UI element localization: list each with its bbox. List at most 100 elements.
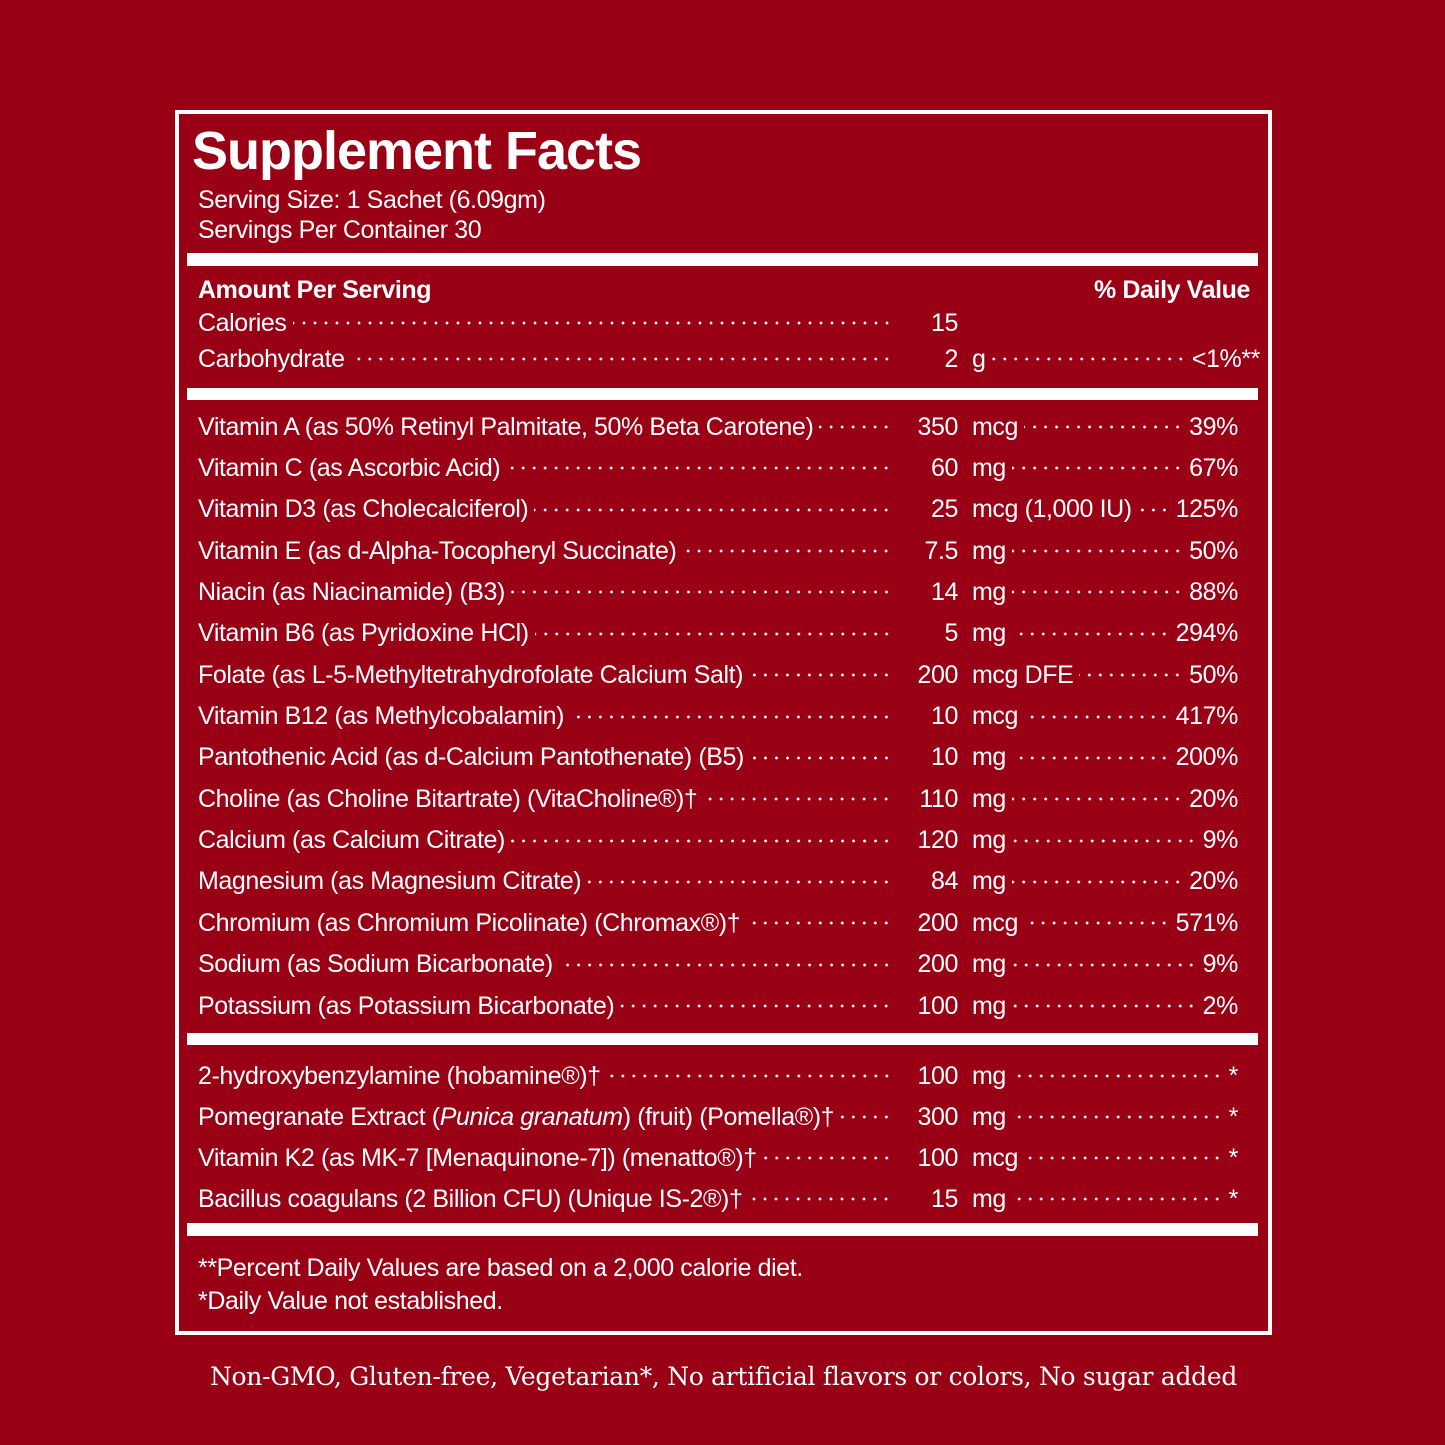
unit: mcg DFE — [972, 660, 1074, 689]
name-cell: Vitamin B6 (as Pyridoxine HCl) — [198, 619, 898, 648]
nutrient-name: Bacillus coagulans (2 Billion CFU) (Uniq… — [198, 1185, 743, 1214]
daily-value: * — [1228, 1061, 1239, 1090]
daily-value: 200% — [1175, 743, 1239, 772]
nutrient-name: Vitamin B6 (as Pyridoxine HCl) — [198, 619, 529, 648]
amount: 7.5 — [924, 536, 958, 565]
leader-dots — [506, 465, 892, 472]
name-cell: Potassium (as Potassium Bicarbonate) — [198, 992, 898, 1021]
leader-dots — [1137, 506, 1170, 513]
name-text: Calcium (as Calcium Citrate) — [198, 826, 505, 855]
name-text: Vitamin B12 (as Methylcobalamin) — [198, 702, 565, 731]
unit: mcg — [972, 702, 1019, 731]
name-text: Vitamin B6 (as Pyridoxine HCl) — [198, 619, 529, 648]
footnote: **Percent Daily Values are based on a 2,… — [198, 1254, 803, 1282]
leader-dots — [1024, 424, 1184, 430]
daily-value: 125% — [1175, 495, 1239, 524]
name-cell: Vitamin D3 (as Cholecalciferol) — [198, 495, 898, 524]
leader-dots — [1011, 589, 1184, 596]
leader-dots — [748, 1196, 892, 1202]
name-text: Calories — [198, 308, 287, 337]
leader-dots — [570, 713, 892, 720]
name-cell: Vitamin C (as Ascorbic Acid) — [198, 454, 898, 483]
name-cell: Vitamin B12 (as Methylcobalamin) — [198, 702, 898, 731]
name-text: Vitamin E (as d-Alpha-Tocopheryl Succina… — [198, 536, 677, 565]
dv-cell: mg 9% — [972, 950, 1238, 979]
dv-cell: mg * — [972, 1185, 1238, 1214]
name-text: Pantothenic Acid (as d-Calcium Pantothen… — [198, 743, 744, 772]
unit: mcg — [972, 412, 1019, 441]
leader-dots — [1011, 548, 1184, 555]
nutrient-name: Pomegranate Extract (Punica granatum) (f… — [198, 1103, 835, 1132]
nutrient-name: Pantothenic Acid (as d-Calcium Pantothen… — [198, 743, 744, 772]
title: Supplement Facts — [192, 121, 642, 181]
amount-cell: 200 — [898, 950, 958, 979]
leader-dots — [620, 1003, 892, 1010]
amount: 14 — [930, 577, 958, 606]
name-text: Magnesium (as Magnesium Citrate) — [198, 867, 582, 896]
unit: mg — [972, 950, 1006, 979]
name-cell: Vitamin A (as 50% Retinyl Palmitate, 50%… — [198, 413, 898, 442]
daily-value: 50% — [1189, 536, 1238, 565]
fact-row: Calories 15 — [198, 306, 958, 340]
fact-row: Vitamin B12 (as Methylcobalamin) 10 mcg 417… — [198, 700, 1238, 734]
daily-value: 50% — [1189, 660, 1238, 689]
dv-cell: mg 88% — [972, 578, 1238, 607]
tagline: Non-GMO, Gluten-free, Vegetarian*, No ar… — [209, 1362, 1238, 1391]
name-cell: Magnesium (as Magnesium Citrate) — [198, 867, 898, 896]
name-cell: Carbohydrate — [198, 345, 898, 374]
dv-cell: mg 20% — [972, 867, 1238, 896]
daily-value: 9% — [1202, 950, 1239, 979]
nutrient-name: Niacin (as Niacinamide) (B3) — [198, 578, 505, 607]
name-cell: Niacin (as Niacinamide) (B3) — [198, 578, 898, 607]
fact-row: Vitamin B6 (as Pyridoxine HCl) 5 mg 294% — [198, 617, 1238, 651]
fact-row: Carbohydrate 2 g <1%** — [198, 342, 1260, 376]
amount: 200 — [917, 908, 958, 937]
divider — [187, 1223, 1258, 1236]
nutrient-name: Vitamin D3 (as Cholecalciferol) — [198, 495, 529, 524]
amount-cell: 120 — [898, 826, 958, 855]
leader-dots — [991, 356, 1186, 362]
daily-value: 294% — [1175, 619, 1239, 648]
dv-cell: mcg DFE 50% — [972, 661, 1238, 690]
amount-cell: 10 — [898, 743, 958, 772]
name-cell: Folate (as L-5-Methyltetrahydrofolate Ca… — [198, 661, 898, 690]
unit: mcg (1,000 IU) — [972, 495, 1132, 524]
leader-dots — [762, 1155, 892, 1161]
unit: mg — [972, 619, 1006, 648]
amount-cell: 14 — [898, 578, 958, 607]
leader-dots — [292, 320, 892, 326]
nutrient-name: Vitamin E (as d-Alpha-Tocopheryl Succina… — [198, 536, 677, 566]
daily-value: 9% — [1202, 826, 1239, 855]
name-text: Folate (as L-5-Methyltetrahydrofolate Ca… — [198, 660, 744, 689]
fact-row: Chromium (as Chromium Picolinate) (Chrom… — [198, 906, 1238, 940]
leader-dots — [1024, 1155, 1223, 1161]
nutrient-name: Chromium (as Chromium Picolinate) (Chrom… — [198, 909, 741, 938]
dv-cell: mcg 571% — [972, 909, 1238, 938]
leader-dots — [350, 356, 892, 362]
nutrient-name: Choline (as Choline Bitartrate) (VitaCho… — [198, 785, 698, 814]
daily-value: 88% — [1189, 577, 1238, 606]
dv-cell: mg 294% — [972, 619, 1238, 648]
amount-cell: 2 — [898, 345, 958, 374]
name-cell: Sodium (as Sodium Bicarbonate) — [198, 950, 898, 979]
daily-value: * — [1228, 1184, 1239, 1213]
leader-dots — [1011, 837, 1197, 844]
nutrient-name: Sodium (as Sodium Bicarbonate) — [198, 950, 553, 979]
amount: 60 — [930, 453, 958, 482]
leader-dots — [1011, 1196, 1223, 1202]
nutrient-name: Vitamin K2 (as MK-7 [Menaquinone-7]) (me… — [198, 1144, 757, 1173]
leader-dots — [558, 961, 892, 968]
unit: mcg — [972, 1143, 1019, 1172]
amount-cell: 350 — [898, 413, 958, 442]
name-text: Niacin (as Niacinamide) (B3) — [198, 577, 505, 606]
amount-cell: 300 — [898, 1103, 958, 1132]
fact-row: Choline (as Choline Bitartrate) (VitaCho… — [198, 782, 1238, 816]
dv-cell: mcg 417% — [972, 702, 1238, 731]
amount-cell: 110 — [898, 785, 958, 814]
fact-row: Vitamin D3 (as Cholecalciferol) 25 mcg (1,… — [198, 493, 1238, 527]
amount: 2 — [944, 344, 958, 373]
amount: 100 — [917, 1061, 958, 1090]
amount-cell: 10 — [898, 702, 958, 731]
leader-dots — [606, 1073, 892, 1079]
unit: mg — [972, 577, 1006, 606]
